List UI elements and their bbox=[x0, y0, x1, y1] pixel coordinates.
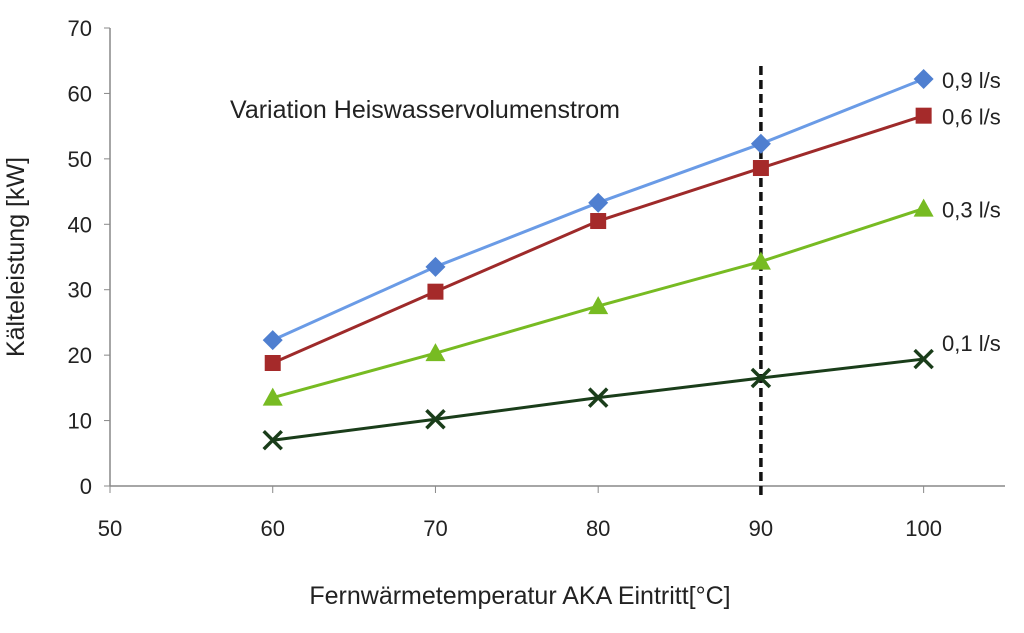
y-tick-label: 40 bbox=[68, 212, 92, 237]
x-axis-label: Fernwärmetemperatur AKA Eintritt[°C] bbox=[309, 582, 730, 610]
x-tick-label: 50 bbox=[98, 516, 122, 541]
data-point bbox=[590, 213, 607, 230]
data-point bbox=[262, 429, 283, 451]
chart-annotation: Variation Heiswasservolumenstrom bbox=[230, 96, 620, 124]
series-label: 0,9 l/s bbox=[942, 68, 1001, 93]
data-point bbox=[750, 251, 771, 270]
data-point bbox=[588, 296, 609, 315]
data-point bbox=[262, 387, 283, 406]
data-point bbox=[752, 160, 769, 177]
x-tick-label: 70 bbox=[423, 516, 447, 541]
y-tick-label: 70 bbox=[68, 16, 92, 41]
y-tick-label: 50 bbox=[68, 147, 92, 172]
data-point bbox=[915, 107, 932, 124]
data-point bbox=[425, 409, 446, 430]
data-point bbox=[587, 387, 609, 408]
data-point bbox=[913, 348, 934, 370]
x-tick-label: 100 bbox=[905, 516, 942, 541]
series-label: 0,6 l/s bbox=[942, 105, 1001, 130]
y-tick-label: 30 bbox=[68, 278, 92, 303]
data-point bbox=[750, 133, 771, 154]
data-point bbox=[425, 343, 446, 362]
data-point bbox=[750, 367, 772, 389]
series-label: 0,1 l/s bbox=[942, 331, 1001, 356]
data-point bbox=[262, 330, 283, 351]
x-tick-label: 60 bbox=[260, 516, 284, 541]
x-tick-label: 80 bbox=[586, 516, 610, 541]
y-tick-label: 20 bbox=[68, 343, 92, 368]
data-point bbox=[913, 69, 934, 90]
y-tick-label: 0 bbox=[80, 474, 92, 499]
data-point bbox=[264, 354, 281, 371]
y-axis-label: Kälteleistung [kW] bbox=[2, 157, 30, 357]
data-point bbox=[913, 198, 934, 217]
series-label: 0,3 l/s bbox=[942, 198, 1001, 223]
y-tick-label: 60 bbox=[68, 81, 92, 106]
x-tick-label: 90 bbox=[749, 516, 773, 541]
data-point bbox=[588, 192, 609, 213]
y-tick-label: 10 bbox=[68, 409, 92, 434]
data-point bbox=[427, 283, 444, 300]
data-point bbox=[425, 256, 446, 277]
